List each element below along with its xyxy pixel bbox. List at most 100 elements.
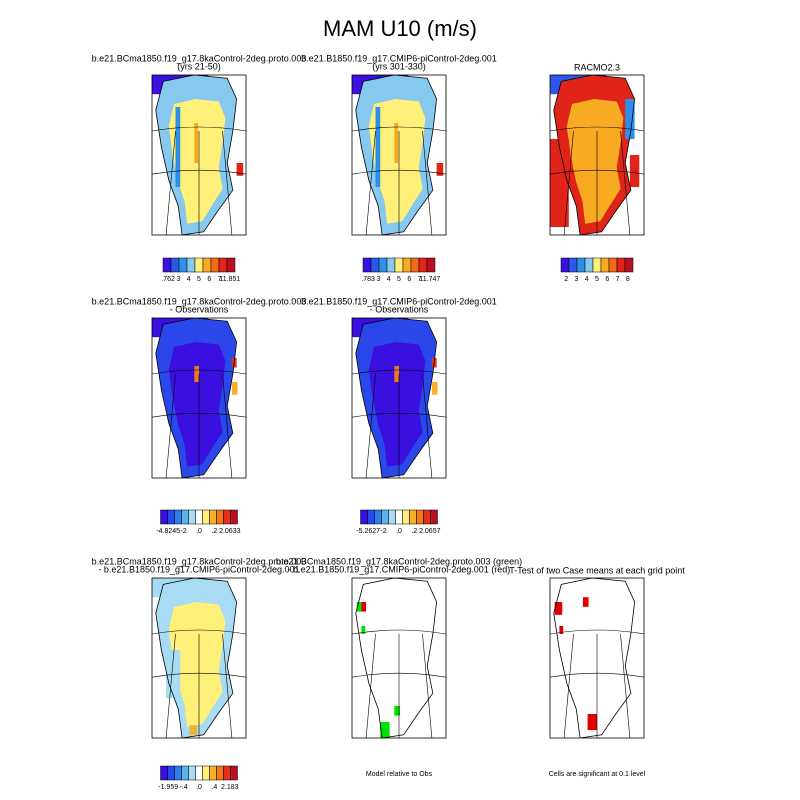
- colorbar-box: [194, 257, 204, 273]
- colorbar-box: [426, 257, 436, 273]
- map-frame: [351, 577, 447, 739]
- map-frame: [351, 74, 447, 236]
- map: [550, 75, 644, 235]
- cells: [587, 714, 597, 730]
- colorbar-label: -5.2627: [356, 528, 380, 535]
- colorbar-box: [174, 765, 182, 781]
- colorbar-label: -4.8245: [156, 528, 180, 535]
- colorbar-box: [370, 257, 380, 273]
- colorbar-box: [160, 765, 168, 781]
- map: [352, 318, 446, 478]
- colorbar-box: [560, 257, 570, 273]
- colorbar-label: .783: [361, 276, 375, 283]
- colorbar-label: 2.0633: [219, 528, 241, 535]
- colorbar-box: [378, 257, 388, 273]
- graticule: [550, 126, 644, 132]
- colorbar-label: .0: [396, 528, 402, 535]
- graticule: [365, 633, 376, 738]
- graticule: [352, 369, 446, 375]
- colorbar-box: [568, 257, 578, 273]
- colorbar-box: [167, 765, 175, 781]
- panel-note: Cells are significant at 0.1 level: [549, 771, 646, 778]
- colorbar-label: -2: [180, 528, 186, 535]
- panel-title: RACMO2.3: [574, 62, 620, 72]
- panel: T-Test of two Case means at each grid po…: [509, 565, 685, 777]
- colorbar-label: 5: [595, 276, 599, 283]
- panel-note: Model relative to Obs: [366, 771, 433, 778]
- colorbar-box: [209, 509, 217, 525]
- cells: [394, 123, 399, 163]
- colorbar-label: 4: [187, 276, 191, 283]
- colorbar-label: 3: [376, 276, 380, 283]
- colorbar-box: [174, 509, 182, 525]
- cells: [380, 722, 390, 738]
- colorbar-box: [608, 257, 618, 273]
- cells: [194, 366, 199, 382]
- colorbar-box: [381, 509, 389, 525]
- colorbar-box: [416, 509, 424, 525]
- colorbar-label: 3: [574, 276, 578, 283]
- colorbar-box: [576, 257, 586, 273]
- colorbar-label: 6: [605, 276, 609, 283]
- panel: RACMO2.3 2 3 4 5 6 7 8: [549, 62, 645, 283]
- colorbar-box: [230, 509, 238, 525]
- cells: [189, 725, 198, 735]
- colorbar-box: [624, 257, 634, 273]
- cells: [361, 602, 367, 612]
- panel-title: - Observations: [170, 304, 229, 314]
- cells: [625, 99, 635, 139]
- panel-title: b.e21.B1850.f19_g17.CMIP6-piControl-2deg…: [301, 296, 497, 306]
- colorbar-box: [388, 509, 396, 525]
- colorbar-box: [162, 257, 172, 273]
- colorbar-label: .0: [196, 528, 202, 535]
- colorbar-box: [362, 257, 372, 273]
- colorbar-box: [409, 509, 417, 525]
- graticule: [422, 373, 433, 478]
- colorbar-box: [395, 509, 403, 525]
- graticule: [422, 633, 433, 738]
- colorbar-label: .0: [196, 784, 202, 791]
- cells: [394, 366, 399, 382]
- cells: [394, 706, 400, 716]
- cells: [431, 382, 438, 395]
- panel-title: - b.e21.B1850.f19_g17.CMIP6-piControl-2d…: [98, 564, 299, 574]
- colorbar-label: 4: [387, 276, 391, 283]
- colorbar-box: [195, 509, 203, 525]
- map-frame: [151, 577, 247, 739]
- colorbar-box: [218, 257, 228, 273]
- colorbar-box: [216, 765, 224, 781]
- colorbar-label: 7: [218, 276, 222, 283]
- map-frame: [151, 317, 247, 479]
- land-fill: [168, 342, 226, 467]
- map: [352, 75, 446, 235]
- map: [152, 578, 246, 738]
- colorbar-label: 7: [418, 276, 422, 283]
- cells: [436, 163, 444, 176]
- colorbar-box: [423, 509, 431, 525]
- graticule: [152, 629, 246, 635]
- coastline: [155, 578, 238, 738]
- panel-title: b.e21.B1850.f19_g17.CMIP6-piControl-2deg…: [301, 53, 497, 63]
- cells: [175, 107, 181, 187]
- colorbar-box: [223, 509, 231, 525]
- panel-title: b.e21.BCma1850.f19_g17.8kaControl-2deg.p…: [276, 556, 522, 566]
- graticule: [563, 633, 574, 738]
- colorbar-box: [600, 257, 610, 273]
- map: [352, 578, 446, 738]
- map: [152, 318, 246, 478]
- graticule: [422, 130, 433, 235]
- colorbar-box: [202, 765, 210, 781]
- colorbar-label: 2: [564, 276, 568, 283]
- panel: b.e21.B1850.f19_g17.CMIP6-piControl-2deg…: [301, 53, 497, 282]
- map-frame: [549, 74, 645, 236]
- graticule: [550, 629, 644, 635]
- graticule: [165, 130, 176, 235]
- colorbar-label: 3: [176, 276, 180, 283]
- colorbar-box: [210, 257, 220, 273]
- panel-title: b.e21.BCma1850.f19_g17.8kaControl-2deg.p…: [92, 53, 307, 63]
- colorbar-box: [186, 257, 196, 273]
- colorbar-label: 11.851: [219, 276, 240, 283]
- graticule: [352, 629, 446, 635]
- colorbar-label: 5: [197, 276, 201, 283]
- cells: [582, 597, 589, 607]
